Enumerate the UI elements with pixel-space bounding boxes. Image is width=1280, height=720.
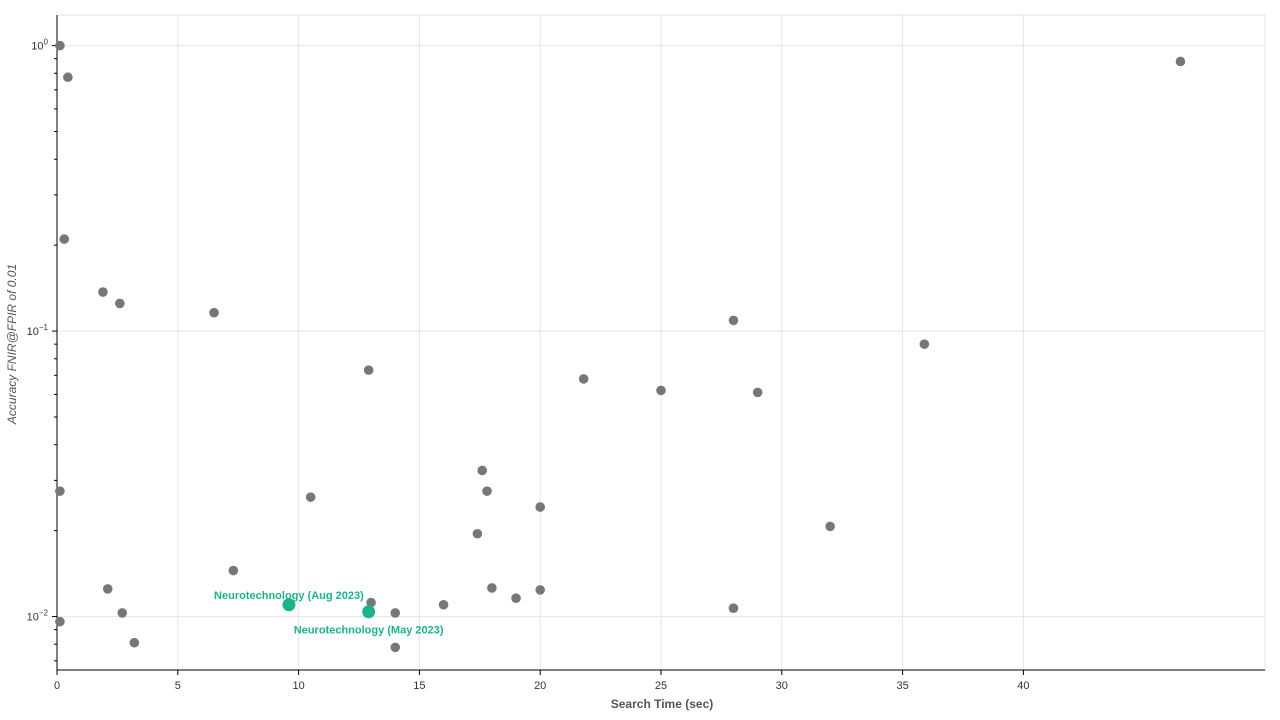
data-point xyxy=(728,603,739,613)
data-point xyxy=(98,287,108,297)
y-tick-label: 10−1 xyxy=(27,323,49,338)
highlight-label: Neurotechnology (May 2023) xyxy=(294,625,444,637)
x-tick-label: 5 xyxy=(175,680,181,692)
x-tick-label: 0 xyxy=(54,680,60,692)
data-point xyxy=(366,597,376,608)
data-point xyxy=(1175,56,1186,67)
data-point xyxy=(752,387,763,398)
data-point xyxy=(228,565,239,576)
data-point xyxy=(115,298,125,309)
data-point xyxy=(438,599,449,610)
data-point xyxy=(129,637,140,648)
data-point xyxy=(535,502,545,512)
y-axis-title: Accuracy FNIR@FPIR of 0.01 xyxy=(5,264,19,425)
x-tick-label: 25 xyxy=(655,680,667,692)
data-point xyxy=(728,315,739,326)
highlight-point xyxy=(362,605,376,619)
data-point xyxy=(919,339,930,349)
x-tick-label: 30 xyxy=(776,680,788,692)
data-point xyxy=(477,465,488,476)
x-tick-label: 35 xyxy=(896,680,908,692)
data-point xyxy=(102,584,113,594)
data-point xyxy=(117,608,128,618)
data-point xyxy=(472,528,483,539)
data-point xyxy=(363,365,374,375)
axes: 0 5 10 15 20 25 30 35 40 100 10−1 10−2 xyxy=(27,15,1265,692)
highlighted-points: Neurotechnology (Aug 2023) Neurotechnolog… xyxy=(214,590,444,637)
data-point xyxy=(511,593,521,603)
data-point xyxy=(55,486,65,496)
y-tick-label: 10−2 xyxy=(27,609,49,624)
data-point xyxy=(825,521,835,532)
data-point xyxy=(305,492,316,502)
data-point xyxy=(656,385,666,396)
data-point xyxy=(578,374,589,384)
data-point xyxy=(390,642,401,653)
x-tick-label: 15 xyxy=(413,680,425,692)
data-point xyxy=(535,585,545,595)
data-point xyxy=(55,40,65,51)
data-point xyxy=(55,616,65,627)
y-tick-label: 100 xyxy=(31,38,48,53)
x-tick-label: 40 xyxy=(1017,680,1029,692)
highlight-label: Neurotechnology (Aug 2023) xyxy=(214,590,364,602)
data-point xyxy=(63,72,73,83)
data-point xyxy=(487,583,497,593)
data-point xyxy=(482,486,492,496)
highlight-point xyxy=(282,598,296,612)
data-point xyxy=(209,307,219,318)
x-tick-label: 10 xyxy=(292,680,304,692)
grid xyxy=(56,14,1266,671)
data-point xyxy=(59,234,70,244)
x-axis-title: Search Time (sec) xyxy=(611,697,714,711)
data-points xyxy=(55,40,1186,653)
x-tick-label: 20 xyxy=(534,680,546,692)
data-point xyxy=(390,608,401,618)
